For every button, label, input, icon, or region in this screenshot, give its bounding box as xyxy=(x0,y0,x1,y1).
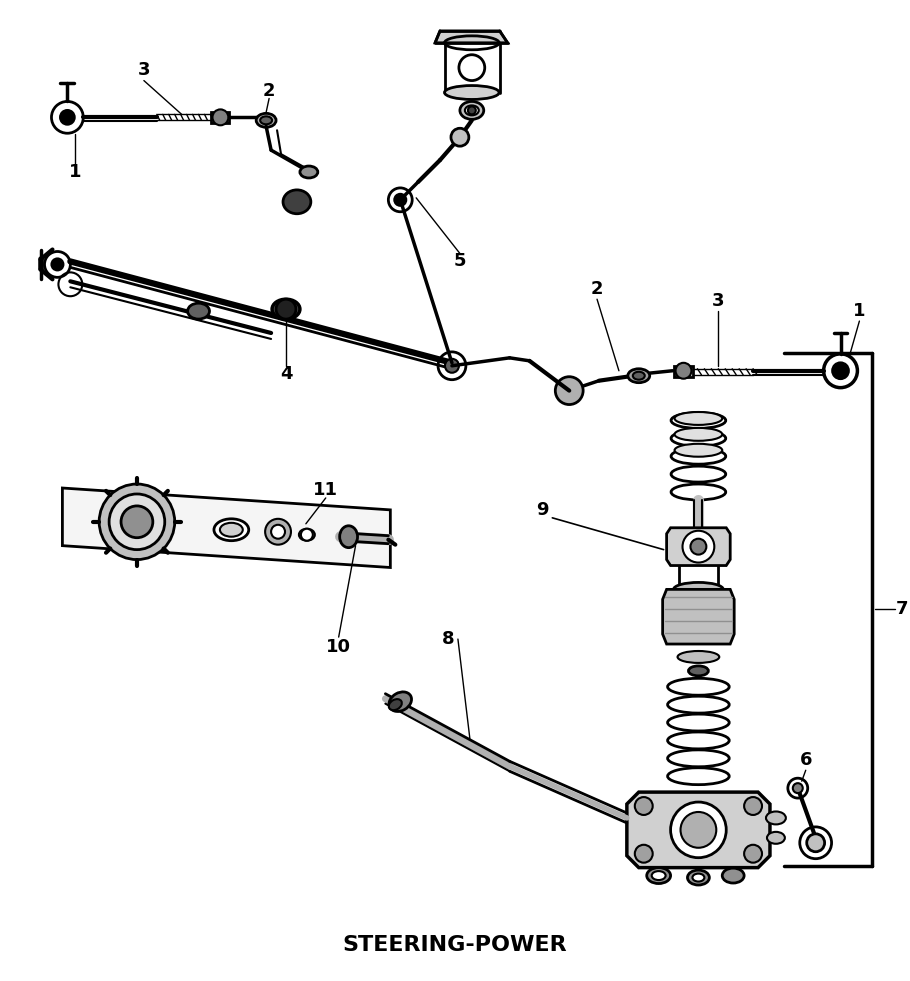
Circle shape xyxy=(212,110,228,126)
Text: 7: 7 xyxy=(895,600,908,618)
Circle shape xyxy=(445,359,459,373)
Text: 2: 2 xyxy=(591,281,603,298)
Ellipse shape xyxy=(389,699,402,710)
Circle shape xyxy=(265,519,291,544)
Ellipse shape xyxy=(214,519,248,541)
Circle shape xyxy=(807,834,824,852)
Ellipse shape xyxy=(460,101,484,120)
Circle shape xyxy=(691,539,706,554)
Circle shape xyxy=(271,525,285,539)
Circle shape xyxy=(301,529,313,541)
Ellipse shape xyxy=(260,117,272,125)
Polygon shape xyxy=(435,30,508,43)
Circle shape xyxy=(52,258,64,271)
Text: 5: 5 xyxy=(454,252,466,271)
Ellipse shape xyxy=(389,692,411,711)
Circle shape xyxy=(682,531,714,562)
Text: 10: 10 xyxy=(326,638,351,656)
Text: STEERING-POWER: STEERING-POWER xyxy=(343,935,567,955)
Text: 9: 9 xyxy=(536,501,549,519)
Polygon shape xyxy=(667,528,730,565)
Circle shape xyxy=(468,106,476,115)
Ellipse shape xyxy=(689,666,708,676)
Ellipse shape xyxy=(767,832,784,844)
Ellipse shape xyxy=(298,529,315,541)
Circle shape xyxy=(555,377,583,404)
Circle shape xyxy=(109,494,165,549)
Circle shape xyxy=(675,363,692,379)
Circle shape xyxy=(833,363,848,379)
Ellipse shape xyxy=(300,166,318,178)
Ellipse shape xyxy=(272,299,300,319)
Ellipse shape xyxy=(283,190,311,214)
Circle shape xyxy=(394,194,406,206)
Ellipse shape xyxy=(693,874,704,882)
Ellipse shape xyxy=(766,811,786,824)
Ellipse shape xyxy=(465,105,479,116)
Text: 1: 1 xyxy=(69,163,82,181)
Ellipse shape xyxy=(673,583,723,596)
Ellipse shape xyxy=(257,114,276,128)
Ellipse shape xyxy=(187,303,209,319)
Ellipse shape xyxy=(678,651,719,663)
Text: 11: 11 xyxy=(313,481,339,499)
Circle shape xyxy=(60,111,75,125)
Text: 6: 6 xyxy=(800,751,812,769)
Ellipse shape xyxy=(647,867,671,884)
Circle shape xyxy=(671,802,726,857)
Circle shape xyxy=(99,484,175,559)
Circle shape xyxy=(744,798,762,815)
Ellipse shape xyxy=(628,369,650,383)
Text: 3: 3 xyxy=(712,292,724,310)
Text: 2: 2 xyxy=(263,81,276,99)
Polygon shape xyxy=(63,488,390,568)
Text: 1: 1 xyxy=(854,302,865,320)
Ellipse shape xyxy=(339,526,358,547)
Ellipse shape xyxy=(674,428,723,440)
Circle shape xyxy=(459,55,485,80)
Polygon shape xyxy=(627,792,770,867)
Circle shape xyxy=(121,506,153,538)
Ellipse shape xyxy=(687,870,709,885)
Polygon shape xyxy=(211,113,229,124)
Ellipse shape xyxy=(652,871,665,880)
Ellipse shape xyxy=(674,443,723,457)
Polygon shape xyxy=(673,366,693,377)
Circle shape xyxy=(744,845,762,862)
Text: 3: 3 xyxy=(137,61,150,78)
Text: 8: 8 xyxy=(441,630,454,648)
Circle shape xyxy=(635,845,652,862)
Circle shape xyxy=(451,129,469,146)
Ellipse shape xyxy=(444,85,500,99)
Ellipse shape xyxy=(632,372,645,380)
Ellipse shape xyxy=(674,412,723,425)
Ellipse shape xyxy=(220,523,243,537)
Polygon shape xyxy=(662,590,734,645)
Text: 4: 4 xyxy=(279,365,292,383)
Circle shape xyxy=(681,812,716,848)
Ellipse shape xyxy=(723,868,744,883)
Circle shape xyxy=(276,299,296,319)
Circle shape xyxy=(793,783,803,793)
Circle shape xyxy=(635,798,652,815)
